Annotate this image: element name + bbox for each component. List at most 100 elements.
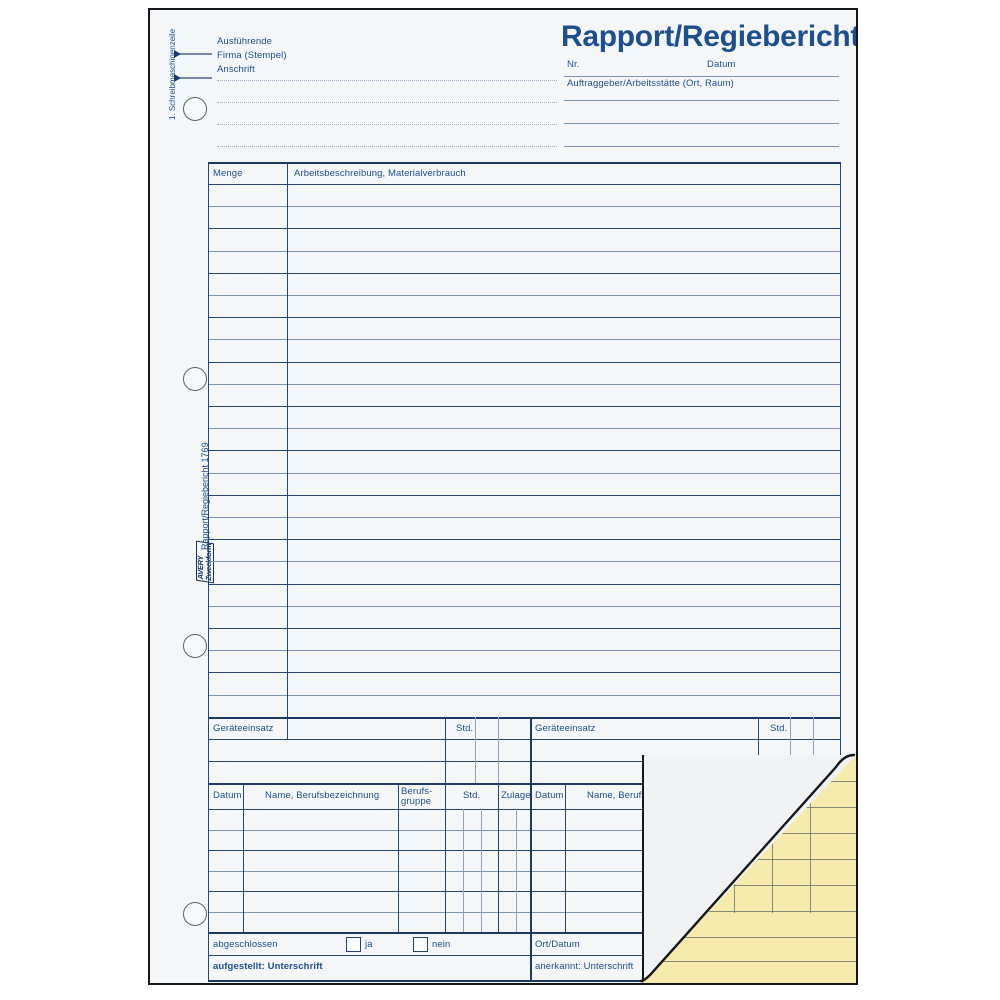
labour-left-std-sub-1: [463, 809, 464, 932]
equipment-left-std-label: Std.: [456, 723, 474, 734]
logo-line-2: Zweckform: [204, 543, 213, 582]
nr-datum-rule[interactable]: [564, 76, 839, 77]
header-anschrift-label: Anschrift: [217, 64, 255, 75]
header-nr-label: Nr.: [567, 59, 580, 70]
labour-header-rule: [208, 809, 840, 810]
header-firma-label: Firma (Stempel): [217, 50, 287, 61]
main-table-row-rule[interactable]: [208, 428, 840, 429]
main-table-menge-divider: [287, 162, 288, 739]
main-table-row-rule[interactable]: [208, 628, 840, 629]
labour-left-header-name: Name, Berufsbezeichnung: [265, 790, 380, 801]
labour-row-rule[interactable]: [208, 850, 840, 851]
main-table-header-menge: Menge: [213, 168, 243, 179]
main-table-row-rule[interactable]: [208, 251, 840, 252]
punch-hole-1: [183, 97, 207, 121]
labour-row-rule[interactable]: [208, 912, 840, 913]
footer-mid-rule: [208, 955, 840, 956]
labour-left-std-sub-2: [481, 809, 482, 932]
equipment-header-rule: [208, 739, 840, 740]
footer-bottom-rule: [208, 980, 840, 982]
equipment-top-rule: [208, 717, 840, 719]
equipment-right-std-label: Std.: [770, 723, 788, 734]
labour-left-col-divider-3: [445, 783, 446, 932]
footer-ja-label: ja: [365, 939, 373, 950]
header-ausfuehrende-label: Ausführende: [217, 36, 272, 47]
equipment-left-std-sub: [475, 717, 476, 783]
labour-left-header-std: Std.: [463, 790, 481, 801]
main-table-row-rule[interactable]: [208, 295, 840, 296]
main-table-row-rule[interactable]: [208, 339, 840, 340]
header-auftraggeber-label: Auftraggeber/Arbeitsstätte (Ort, Raum): [567, 78, 734, 89]
equipment-right-std-divider: [758, 717, 759, 783]
main-table-row-rule[interactable]: [208, 672, 840, 673]
form-sheet: 1. Schreibmaschinenzeile Rapport/Regiebe…: [148, 8, 858, 985]
typewriter-arrow-1: [174, 50, 212, 58]
page-title: Rapport/Regiebericht: [561, 20, 858, 53]
main-table-row-rule[interactable]: [208, 695, 840, 696]
main-table-row-rule[interactable]: [208, 584, 840, 585]
footer-anerkannt-label: anerkannt: Unterschrift: [535, 961, 634, 972]
auftraggeber-rule-2[interactable]: [564, 123, 839, 124]
equipment-left-tail: [498, 717, 499, 783]
main-table-right-border: [840, 162, 841, 739]
main-table-row-rule[interactable]: [208, 650, 840, 651]
main-table-row-rule[interactable]: [208, 517, 840, 518]
main-table-row-rule[interactable]: [208, 539, 840, 540]
stamp-dotted-line-2[interactable]: [217, 102, 557, 103]
labour-left-col-divider-0: [208, 783, 209, 932]
main-table-row-rule[interactable]: [208, 495, 840, 496]
stamp-dotted-line-1[interactable]: [217, 80, 557, 81]
main-table-row-rule[interactable]: [208, 561, 840, 562]
footer-top-rule: [208, 932, 840, 934]
footer-aufgestellt-label: aufgestellt: Unterschrift: [213, 961, 323, 972]
punch-hole-3: [183, 634, 207, 658]
labour-center-divider: [530, 783, 532, 932]
main-table-row-rule[interactable]: [208, 473, 840, 474]
main-table-row-rule[interactable]: [208, 317, 840, 318]
main-table-row-rule[interactable]: [208, 406, 840, 407]
main-table-row-rule[interactable]: [208, 450, 840, 451]
equipment-row-rule[interactable]: [208, 761, 840, 762]
main-table-row-rule[interactable]: [208, 206, 840, 207]
header-datum-label: Datum: [707, 59, 736, 70]
main-table-header-rule: [208, 184, 840, 185]
equipment-right-std-sub: [790, 717, 791, 783]
checkbox-nein[interactable]: [413, 937, 428, 952]
labour-left-header-berufsgruppe-line1: Berufs-: [401, 786, 433, 797]
main-table-row-rule[interactable]: [208, 228, 840, 229]
checkbox-ja[interactable]: [346, 937, 361, 952]
labour-left-zulage-sub-1: [516, 809, 517, 932]
footer-left-border: [208, 932, 209, 980]
labour-left-header-berufsgruppe-line2: gruppe: [401, 796, 432, 807]
main-table-header-beschreibung: Arbeitsbeschreibung, Materialverbrauch: [294, 168, 466, 179]
labour-right-header-datum: Datum: [535, 790, 564, 801]
labour-left-col-divider-2: [398, 783, 399, 932]
equipment-left-border: [208, 717, 209, 783]
typewriter-arrow-2: [174, 74, 212, 82]
labour-row-rule[interactable]: [208, 871, 840, 872]
labour-right-col-divider-1: [565, 783, 566, 932]
labour-row-rule[interactable]: [208, 830, 840, 831]
main-table-left-border: [208, 162, 209, 739]
labour-top-rule: [208, 783, 840, 785]
footer-nein-label: nein: [432, 939, 451, 950]
equipment-left-label: Geräteeinsatz: [213, 723, 274, 734]
punch-hole-2: [183, 367, 207, 391]
equipment-right-border: [840, 717, 841, 783]
footer-center-divider: [530, 932, 532, 980]
equipment-right-label: Geräteeinsatz: [535, 723, 596, 734]
main-table-row-rule[interactable]: [208, 273, 840, 274]
main-table-row-rule[interactable]: [208, 362, 840, 363]
main-table-row-rule[interactable]: [208, 606, 840, 607]
auftraggeber-rule-3[interactable]: [564, 146, 839, 147]
labour-left-col-divider-4: [498, 783, 499, 932]
stamp-dotted-line-4[interactable]: [217, 146, 557, 147]
equipment-center-divider: [530, 717, 532, 783]
auftraggeber-rule-1[interactable]: [564, 100, 839, 101]
stamp-dotted-line-3[interactable]: [217, 124, 557, 125]
labour-left-header-datum: Datum: [213, 790, 242, 801]
footer-ortdatum-label: Ort/Datum: [535, 939, 580, 950]
labour-row-rule[interactable]: [208, 891, 840, 892]
main-table-row-rule[interactable]: [208, 384, 840, 385]
